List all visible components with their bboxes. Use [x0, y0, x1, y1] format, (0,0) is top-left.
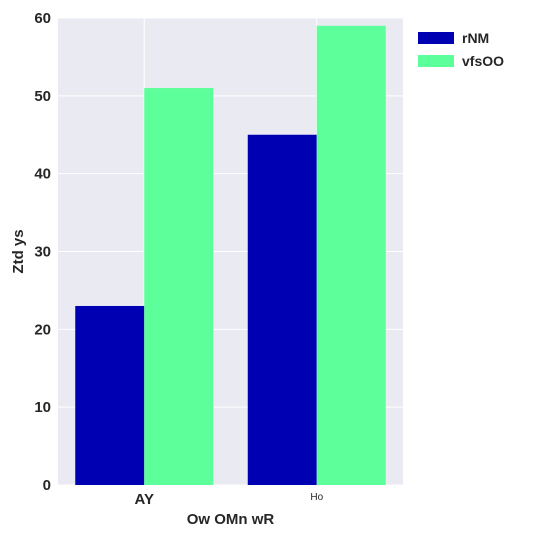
legend-swatch-vfsoo: [418, 55, 454, 67]
y-tick-label-30: 30: [34, 244, 51, 261]
x-tick-labels: AY Ho: [135, 491, 324, 508]
y-tick-label-10: 10: [34, 399, 51, 416]
bar-rnm-ay: [75, 305, 145, 485]
bar-rnm-ho: [247, 134, 317, 485]
legend-label-vfsoo: vfsOO: [462, 53, 504, 69]
bars: [75, 25, 386, 486]
y-tick-label-60: 60: [34, 10, 51, 27]
y-tick-label-0: 0: [43, 477, 51, 494]
y-tick-label-50: 50: [34, 88, 51, 105]
y-tick-label-20: 20: [34, 321, 51, 338]
y-tick-labels: 0 10 20 30 40 50 60: [34, 10, 51, 494]
bar-vfsoo-ho: [316, 25, 386, 486]
x-tick-label-ho: Ho: [310, 492, 323, 503]
legend: rNM vfsOO: [418, 30, 504, 69]
x-tick-label-ay: AY: [135, 491, 154, 508]
y-axis-label: Ztd ys: [10, 229, 27, 273]
legend-swatch-rnm: [418, 32, 454, 44]
x-axis-label: Ow OMn wR: [187, 511, 275, 528]
bar-vfsoo-ay: [144, 88, 214, 486]
y-tick-label-40: 40: [34, 166, 51, 183]
legend-label-rnm: rNM: [462, 30, 489, 46]
